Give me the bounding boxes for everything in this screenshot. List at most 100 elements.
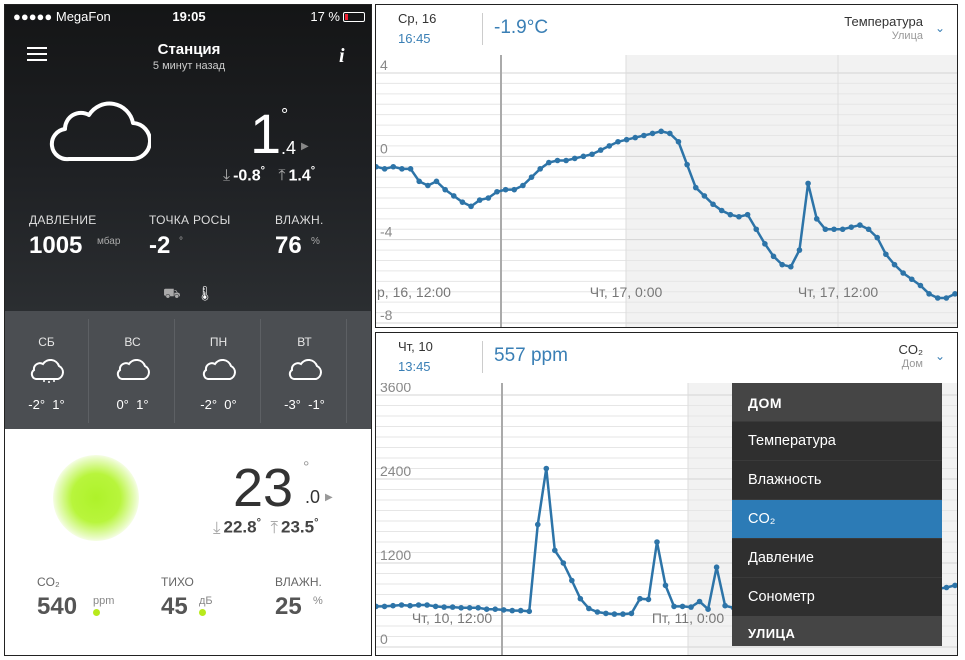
data-point [485, 195, 492, 201]
forecast-day[interactable]: ПН -2° 0° [177, 319, 261, 423]
co2-unit: ppm [93, 595, 115, 607]
data-point [679, 603, 686, 610]
dew-label: ТОЧКА РОСЫ [149, 213, 231, 227]
data-point [594, 609, 601, 615]
data-point [684, 161, 690, 168]
data-point [546, 159, 552, 166]
menu-item-co2[interactable]: CO₂ [732, 499, 942, 538]
data-point [526, 608, 533, 615]
data-point [399, 166, 405, 172]
noise-label: ТИХО [161, 575, 194, 589]
pressure-unit: мбар [97, 236, 121, 247]
chevron-down-icon[interactable]: ⌄ [934, 349, 945, 363]
metric-name: Температура [844, 14, 923, 29]
battery-status: 17 % [310, 9, 365, 24]
menu-item-temperature[interactable]: Температура [732, 421, 942, 460]
dew-unit: ° [179, 236, 183, 247]
data-point [900, 270, 906, 276]
data-point [492, 606, 499, 612]
humidity-unit: % [311, 236, 320, 247]
trend-arrow-icon: ▶ [325, 492, 333, 503]
data-point [407, 166, 414, 172]
menu-item-sound-meter[interactable]: Сонометр [732, 577, 942, 616]
cursor-value: 557 ppm [494, 345, 568, 366]
station-updated: 5 минут назад [152, 60, 226, 72]
forecast-high: 1° [52, 397, 65, 412]
temperature-chart[interactable]: 4 0 -4 -8 р, 16, 12:00 Чт, 17, 0:00 Чт, 17, 12… [376, 55, 958, 328]
data-point [554, 157, 561, 164]
co2-chart-panel: Чт, 10 13:45 557 ppm CO₂ Дом ⌄ 3600 2400 1… [375, 332, 958, 656]
data-point [874, 234, 881, 241]
menu-item-pressure[interactable]: Давление [732, 538, 942, 577]
data-point [822, 226, 829, 233]
info-icon[interactable]: i [339, 45, 345, 67]
data-point [606, 143, 613, 149]
chart-header: Чт, 10 13:45 557 ppm CO₂ Дом ⌄ [376, 333, 957, 383]
cursor-time: 13:45 [398, 359, 431, 374]
chevron-down-icon[interactable]: ⌄ [934, 21, 945, 35]
data-point [779, 261, 785, 268]
forecast-low: 0° [116, 397, 129, 412]
max-arrow-icon: ⤒ [278, 167, 286, 185]
data-point [569, 577, 575, 584]
data-point [788, 263, 794, 270]
menu-icon[interactable] [27, 47, 47, 61]
data-point [459, 199, 466, 205]
data-point [449, 604, 456, 610]
metric-selector[interactable]: CO₂ Дом [898, 342, 923, 370]
data-point [770, 253, 777, 260]
data-point [637, 595, 643, 602]
status-time: 19:05 [172, 9, 206, 24]
metric-dropdown-menu: ДОМ Температура Влажность CO₂ Давление С… [732, 383, 942, 646]
data-point [381, 166, 388, 172]
forecast-low: -2° [28, 397, 46, 412]
forecast-day[interactable]: ВС 0° 1° [91, 319, 175, 423]
thermometer-icon[interactable]: 🌡 [196, 285, 214, 301]
data-point [662, 582, 669, 589]
data-point [831, 226, 837, 233]
data-point [692, 184, 699, 191]
cursor-date: Чт, 10 [398, 339, 433, 354]
forecast-day[interactable]: ВТ -3° -1° [263, 319, 347, 423]
data-point [727, 211, 734, 218]
menu-item-humidity[interactable]: Влажность [732, 460, 942, 499]
data-point [615, 138, 621, 145]
forecast-day[interactable]: СБ -2° 1° [5, 319, 89, 423]
pressure-label: ДАВЛЕНИЕ [29, 213, 97, 227]
data-point [805, 180, 811, 187]
data-point [534, 521, 541, 528]
data-point [577, 595, 584, 602]
data-point [926, 291, 932, 297]
forecast-high: -1° [308, 397, 325, 412]
humidity-label: ВЛАЖН. [275, 213, 324, 227]
car-icon[interactable]: ⛟ [163, 285, 181, 301]
air-quality-indicator [53, 455, 139, 541]
x-tick-label: Чт, 17, 0:00 [590, 284, 663, 300]
data-point [943, 295, 950, 301]
data-point [943, 584, 950, 591]
data-point [475, 605, 481, 611]
pressure-value: 1005 [29, 232, 83, 259]
mode-switch[interactable]: ⛟ 🌡 [163, 285, 214, 304]
battery-percent: 17 % [310, 9, 340, 24]
metric-selector[interactable]: Температура Улица [844, 14, 923, 42]
outdoor-section: ●●●●● MegaFon 19:05 17 % Станция 5 минут… [5, 5, 371, 311]
forecast-strip[interactable]: СБ -2° 1° ВС 0° 1° ПН -2° 0° ВТ -3° -1° [5, 311, 371, 429]
co2-label: CO₂ [37, 575, 60, 589]
forecast-high: 0° [224, 397, 237, 412]
data-point [415, 602, 422, 608]
forecast-low: -3° [284, 397, 301, 412]
data-point [586, 605, 592, 612]
battery-icon [343, 12, 365, 22]
data-point [589, 151, 595, 158]
co2-status-dot [93, 609, 100, 616]
menu-section-outdoor: УЛИЦА [732, 616, 942, 646]
co2-value: 540 [37, 593, 78, 620]
data-point [813, 216, 820, 222]
data-point [424, 602, 430, 608]
data-point [537, 166, 543, 172]
data-point [416, 178, 423, 185]
data-point [667, 130, 673, 137]
x-tick-label: Чт, 17, 12:00 [798, 284, 879, 300]
outdoor-temp: 1 [250, 102, 282, 165]
